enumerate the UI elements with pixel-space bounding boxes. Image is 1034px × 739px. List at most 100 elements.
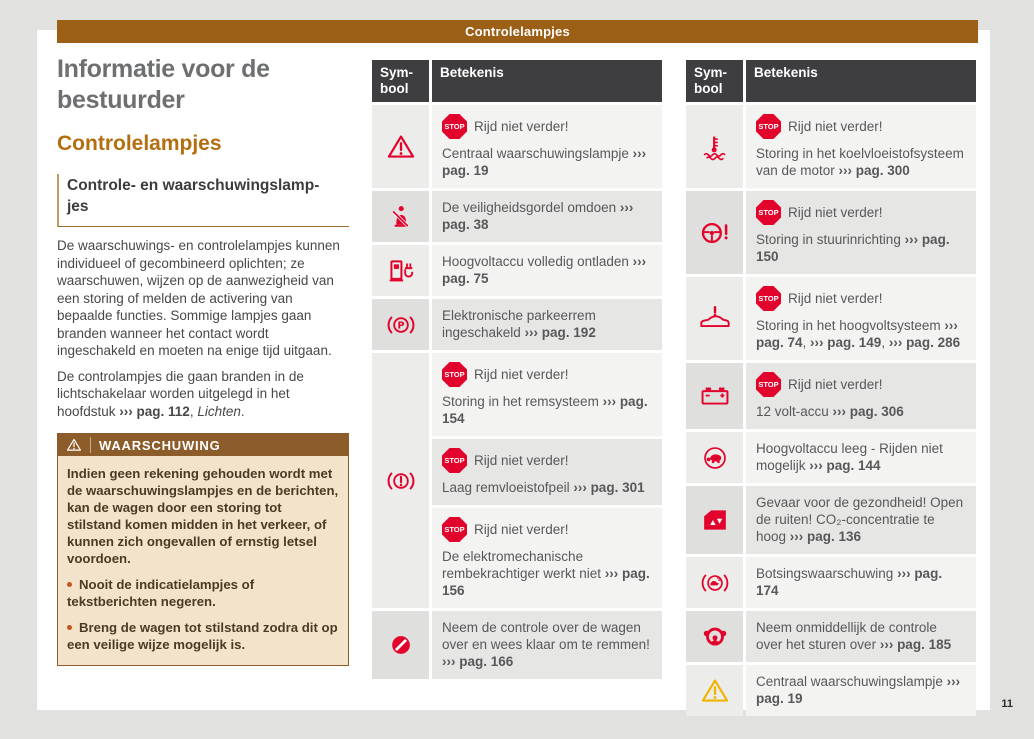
text-run: Hoogvoltaccu volledig ontladen bbox=[442, 254, 633, 269]
text-run: Storing in stuurinrichting bbox=[756, 232, 905, 247]
text-run: Botsingswaarschuwing bbox=[756, 566, 898, 581]
meaning-text: Storing in het remsysteem ››› pag. 154 bbox=[442, 393, 652, 427]
stop-line: STOP Rijd niet verder! bbox=[756, 200, 966, 225]
warning-bullet: Breng de wagen tot stilstand zodra dit o… bbox=[67, 619, 339, 653]
meaning-text: De veiligheidsgordel omdoen ››› pag. 38 bbox=[442, 199, 652, 233]
text-run: Neem onmiddellijk de controle over het s… bbox=[756, 620, 937, 652]
text-run: ››› pag. 300 bbox=[838, 163, 910, 178]
text-run: ››› pag. 38 bbox=[442, 200, 634, 232]
text-run: ››› pag. 144 bbox=[809, 458, 881, 473]
text-run: , bbox=[802, 335, 811, 350]
table-row: Neem onmiddellijk de controle over het s… bbox=[686, 611, 976, 662]
table-row: STOP Rijd niet verder! 12 volt-accu ››› pa… bbox=[686, 363, 976, 429]
intro-paragraphs: De waarschuwings- en controlelampjes kun… bbox=[57, 237, 349, 420]
section-heading: Controlelampjes bbox=[57, 132, 222, 155]
symbol-cell bbox=[372, 191, 429, 242]
parking-brake-icon: P bbox=[386, 310, 416, 340]
text-run: Elektronische parkeerrem ingeschakeld bbox=[442, 308, 596, 340]
steering-takeover-icon bbox=[386, 630, 416, 660]
meaning-cell: Hoogvoltaccu volledig ontladen ››› pag. … bbox=[432, 245, 662, 296]
meaning-text: Hoogvoltaccu volledig ontladen ››› pag. … bbox=[442, 253, 652, 287]
table-row: STOP Rijd niet verder! Centraal waarschuwi… bbox=[372, 105, 662, 188]
steering-fault-icon bbox=[699, 217, 731, 249]
stop-line: STOP Rijd niet verder! bbox=[442, 114, 652, 139]
warning-bullet-text: Breng de wagen tot stilstand zodra dit o… bbox=[67, 620, 338, 652]
meaning-text: Botsingswaarschuwing ››› pag. 174 bbox=[756, 565, 966, 599]
warning-bullet: Nooit de indicatielampjes of tekstberich… bbox=[67, 576, 339, 610]
meaning-cell: De veiligheidsgordel omdoen ››› pag. 38 bbox=[432, 191, 662, 242]
symbol-column-header: Sym-bool bbox=[686, 60, 743, 102]
symbol-cell: P bbox=[372, 299, 429, 350]
text-run: ››› pag. 166 bbox=[442, 654, 514, 669]
meaning-text: Storing in stuurinrichting ››› pag. 150 bbox=[756, 231, 966, 265]
battery-icon bbox=[699, 380, 731, 412]
text-run: Laag remvloeistofpeil bbox=[442, 480, 574, 495]
stop-line: STOP Rijd niet verder! bbox=[442, 362, 652, 387]
meaning-cell: Hoogvoltaccu leeg - Rijden niet mogelijk… bbox=[746, 432, 976, 483]
stop-sign-icon: STOP bbox=[756, 286, 781, 311]
warning-triangle-icon bbox=[386, 132, 416, 162]
body-paragraph: De controlampjes die gaan branden in de … bbox=[57, 368, 349, 421]
text-run: ››› pag. 192 bbox=[524, 325, 596, 340]
text-run: ››› pag. 185 bbox=[879, 637, 952, 652]
meaning-cell: STOP Rijd niet verder! De elektromechanisc… bbox=[432, 508, 662, 608]
meaning-cell: STOP Rijd niet verder! Storing in het koel… bbox=[746, 105, 976, 188]
brake-warning-icon bbox=[386, 466, 416, 496]
meaning-text: Gevaar voor de gezondheid! Open de ruite… bbox=[756, 494, 966, 545]
meaning-cell: STOP Rijd niet verder! Laag remvloeistofpe… bbox=[432, 439, 662, 505]
text-run: ››› pag. 75 bbox=[442, 254, 647, 286]
meaning-column-header: Betekenis bbox=[746, 60, 976, 102]
stop-line: STOP Rijd niet verder! bbox=[756, 372, 966, 397]
stop-heading: Rijd niet verder! bbox=[474, 119, 569, 134]
warning-text: Indien geen rekening gehouden wordt met … bbox=[67, 466, 339, 566]
text-run: ››› pag. 306 bbox=[832, 404, 904, 419]
meaning-cell: Neem onmiddellijk de controle over het s… bbox=[746, 611, 976, 662]
text-run: Neem de controle over de wagen over en w… bbox=[442, 620, 650, 652]
meaning-column-header: Betekenis bbox=[432, 60, 662, 102]
table-header-row: Sym-bool Betekenis bbox=[686, 60, 976, 102]
seatbelt-icon bbox=[387, 203, 414, 230]
text-run: ››› pag. 174 bbox=[756, 566, 943, 598]
table-header-row: Sym-bool Betekenis bbox=[372, 60, 662, 102]
meaning-text: Storing in het koelvloeistofsysteem van … bbox=[756, 145, 966, 179]
stop-sign-icon: STOP bbox=[442, 362, 467, 387]
coolant-icon bbox=[700, 132, 730, 162]
stop-heading: Rijd niet verder! bbox=[474, 453, 569, 468]
symbol-cell bbox=[686, 105, 743, 188]
text-run: ››› pag. 136 bbox=[789, 529, 862, 544]
text-run: ››› pag. 286 bbox=[888, 335, 961, 350]
stop-heading: Rijd niet verder! bbox=[788, 205, 883, 220]
symbol-cell bbox=[686, 665, 743, 716]
text-run: . bbox=[240, 403, 245, 419]
stop-heading: Rijd niet verder! bbox=[788, 377, 883, 392]
stop-line: STOP Rijd niet verder! bbox=[442, 517, 652, 542]
text-run: Storing in het hoogvoltsysteem bbox=[756, 318, 945, 333]
left-column: Informatie voor de bestuurder Controlela… bbox=[57, 54, 349, 666]
symbol-column-header: Sym-bool bbox=[372, 60, 429, 102]
table-row: STOP Rijd niet verder! Storing in het hoog… bbox=[686, 277, 976, 360]
chapter-title: Informatie voor de bestuurder bbox=[57, 55, 270, 114]
table-row: Neem de controle over de wagen over en w… bbox=[372, 611, 662, 679]
table-row: Centraal waarschuwingslampje ››› pag. 19 bbox=[686, 665, 976, 716]
table-row: Botsingswaarschuwing ››› pag. 174 bbox=[686, 557, 976, 608]
meaning-text: Elektronische parkeerrem ingeschakeld ››… bbox=[442, 307, 652, 341]
car-fault-icon bbox=[698, 302, 732, 336]
symbol-cell bbox=[686, 486, 743, 554]
collision-warning-icon bbox=[700, 568, 730, 598]
stop-sign-icon: STOP bbox=[442, 448, 467, 473]
warning-label: WAARSCHUWING bbox=[99, 437, 221, 453]
table-row: Hoogvoltaccu leeg - Rijden niet mogelijk… bbox=[686, 432, 976, 483]
text-run: De controlampjes die gaan branden in de … bbox=[57, 368, 304, 419]
page-header-title: Controlelampjes bbox=[465, 24, 570, 39]
meaning-cell: Neem de controle over de wagen over en w… bbox=[432, 611, 662, 679]
symbol-cell bbox=[686, 363, 743, 429]
turtle-icon bbox=[701, 444, 729, 472]
text-run: 12 volt-accu bbox=[756, 404, 833, 419]
text-run: De waarschuwings- en controlelampjes kun… bbox=[57, 238, 340, 358]
text-run: Storing in het remsysteem bbox=[442, 394, 603, 409]
symbol-cell bbox=[686, 191, 743, 274]
meaning-cell: STOP Rijd niet verder! Storing in het hoog… bbox=[746, 277, 976, 360]
symbol-cell bbox=[686, 432, 743, 483]
text-run: Centraal waarschuwingslampje bbox=[442, 146, 633, 161]
text-run: , bbox=[189, 403, 198, 419]
